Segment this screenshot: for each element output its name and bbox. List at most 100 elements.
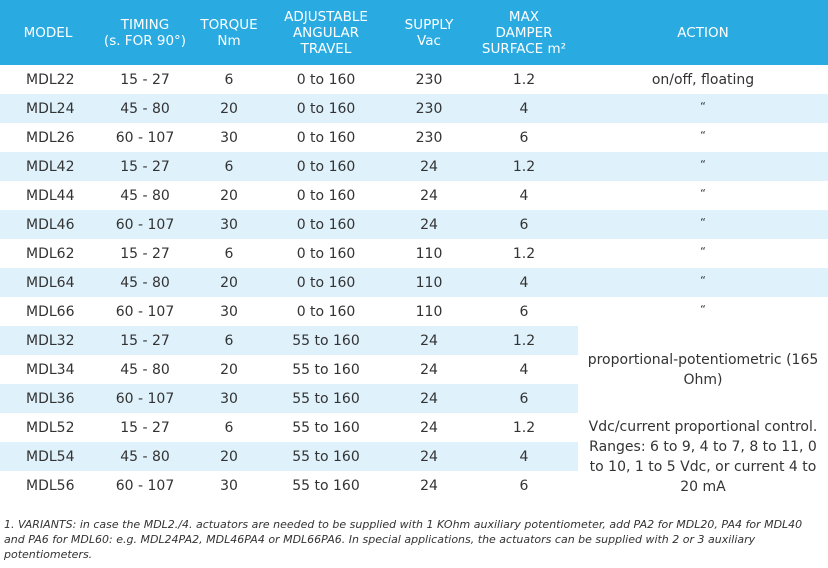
timing-cell: 60 - 107 xyxy=(115,129,175,146)
ditto-mark: “ xyxy=(700,157,706,171)
travel-cell: 55 to 160 xyxy=(292,477,360,494)
supply-cell: 110 xyxy=(415,245,443,262)
torque-cell: 20 xyxy=(220,361,238,378)
supply-cell: 230 xyxy=(415,71,443,88)
model-cell: MDL42 xyxy=(0,152,96,181)
header-timing: TIMING (s. FOR 90°) xyxy=(96,0,194,65)
action-cell: “ xyxy=(578,94,828,123)
supply-cell: 24 xyxy=(420,477,438,494)
supply-cell: 24 xyxy=(388,152,470,181)
table-row: MDL32 15 - 27 6 55 to 160 24 1.2 proport… xyxy=(0,326,828,413)
timing-cell: 15 - 27 xyxy=(120,71,170,88)
timing-cell: 60 - 107 xyxy=(115,477,175,494)
timing-cell: 45 - 80 xyxy=(120,361,170,378)
table-row: MDL44 45 - 80 20 0 to 160 24 4 “ xyxy=(0,181,828,210)
action-cell: “ xyxy=(578,239,828,268)
travel-cell: 0 to 160 xyxy=(264,152,388,181)
travel-cell: 55 to 160 xyxy=(264,384,388,413)
model-cell: MDL34 xyxy=(26,361,75,378)
ditto-mark: “ xyxy=(700,128,706,142)
travel-cell: 55 to 160 xyxy=(264,442,388,471)
surface-cell: 4 xyxy=(519,187,529,204)
ditto-mark: “ xyxy=(700,302,706,316)
header-damper-surface: MAX DAMPER SURFACE m² xyxy=(470,0,578,65)
supply-cell: 110 xyxy=(415,303,443,320)
table-header-row: MODEL TIMING (s. FOR 90°) TORQUE Nm ADJUST… xyxy=(0,0,828,65)
supply-cell: 24 xyxy=(388,384,470,413)
travel-cell: 55 to 160 xyxy=(264,326,388,355)
table-row: MDL34 45 - 80 20 55 to 160 24 4 xyxy=(0,355,828,384)
table-row: MDL64 45 - 80 20 0 to 160 110 4 “ xyxy=(0,268,828,297)
table-row: MDL24 45 - 80 20 0 to 160 230 4 “ xyxy=(0,94,828,123)
model-cell: MDL26 xyxy=(26,129,75,146)
torque-cell: 30 xyxy=(220,129,238,146)
action-cell-potentiometric: proportional-potentiometric (165 Ohm) xyxy=(578,326,828,413)
action-cell: “ xyxy=(578,152,828,181)
supply-cell: 24 xyxy=(388,210,470,239)
header-torque: TORQUE Nm xyxy=(194,0,264,65)
travel-cell: 0 to 160 xyxy=(296,129,356,146)
torque-cell: 30 xyxy=(220,303,238,320)
surface-cell: 6 xyxy=(519,129,529,146)
model-cell: MDL22 xyxy=(26,71,75,88)
table-row: MDL52 15 - 27 6 55 to 160 24 1.2 Vdc/cur… xyxy=(0,413,828,500)
table-row: MDL26 60 - 107 30 0 to 160 230 6 “ xyxy=(0,123,828,152)
specifications-table: MODEL TIMING (s. FOR 90°) TORQUE Nm ADJUST… xyxy=(0,0,828,500)
supply-cell: 110 xyxy=(388,268,470,297)
ditto-mark: “ xyxy=(700,186,706,200)
timing-cell: 60 - 107 xyxy=(115,303,175,320)
surface-cell: 1.2 xyxy=(512,245,536,262)
model-cell: MDL44 xyxy=(26,187,75,204)
action-cell: “ xyxy=(578,210,828,239)
supply-cell: 230 xyxy=(388,94,470,123)
model-cell: MDL46 xyxy=(0,210,96,239)
action-cell: on/off, floating xyxy=(578,65,828,94)
action-cell: “ xyxy=(578,297,828,326)
torque-cell: 6 xyxy=(194,326,264,355)
timing-cell: 60 - 107 xyxy=(96,210,194,239)
model-cell: MDL66 xyxy=(26,303,75,320)
torque-cell: 30 xyxy=(194,210,264,239)
action-cell: “ xyxy=(578,268,828,297)
surface-cell: 6 xyxy=(519,303,529,320)
surface-cell: 4 xyxy=(519,361,529,378)
header-action: ACTION xyxy=(578,0,828,65)
model-cell: MDL64 xyxy=(0,268,96,297)
header-angular-travel: ADJUSTABLE ANGULAR TRAVEL xyxy=(264,0,388,65)
travel-cell: 0 to 160 xyxy=(296,187,356,204)
travel-cell: 0 to 160 xyxy=(296,71,356,88)
action-cell: “ xyxy=(578,181,828,210)
supply-cell: 24 xyxy=(388,442,470,471)
timing-cell: 45 - 80 xyxy=(96,442,194,471)
torque-cell: 20 xyxy=(194,94,264,123)
torque-cell: 30 xyxy=(194,384,264,413)
supply-cell: 24 xyxy=(420,187,438,204)
table-row: MDL62 15 - 27 6 0 to 160 110 1.2 “ xyxy=(0,239,828,268)
ditto-mark: “ xyxy=(700,215,706,229)
surface-cell: 4 xyxy=(470,442,578,471)
table-row: MDL46 60 - 107 30 0 to 160 24 6 “ xyxy=(0,210,828,239)
model-cell: MDL36 xyxy=(0,384,96,413)
table-row: MDL54 45 - 80 20 55 to 160 24 4 xyxy=(0,442,828,471)
table-row: MDL42 15 - 27 6 0 to 160 24 1.2 “ xyxy=(0,152,828,181)
supply-cell: 24 xyxy=(420,419,438,436)
timing-cell: 15 - 27 xyxy=(120,245,170,262)
model-cell: MDL32 xyxy=(0,326,96,355)
timing-cell: 15 - 27 xyxy=(96,152,194,181)
ditto-mark: “ xyxy=(700,244,706,258)
torque-cell: 6 xyxy=(194,152,264,181)
model-cell: MDL24 xyxy=(0,94,96,123)
torque-cell: 6 xyxy=(224,245,234,262)
table-row: MDL22 15 - 27 6 0 to 160 230 1.2 on/off,… xyxy=(0,65,828,94)
timing-cell: 45 - 80 xyxy=(120,187,170,204)
torque-cell: 6 xyxy=(224,419,234,436)
supply-cell: 230 xyxy=(415,129,443,146)
travel-cell: 0 to 160 xyxy=(296,245,356,262)
model-cell: MDL56 xyxy=(26,477,75,494)
surface-cell: 6 xyxy=(519,477,529,494)
surface-cell: 1.2 xyxy=(470,326,578,355)
travel-cell: 0 to 160 xyxy=(264,94,388,123)
action-cell-vdc-current: Vdc/current proportional control. Ranges… xyxy=(578,413,828,500)
travel-cell: 55 to 160 xyxy=(292,361,360,378)
surface-cell: 6 xyxy=(470,210,578,239)
